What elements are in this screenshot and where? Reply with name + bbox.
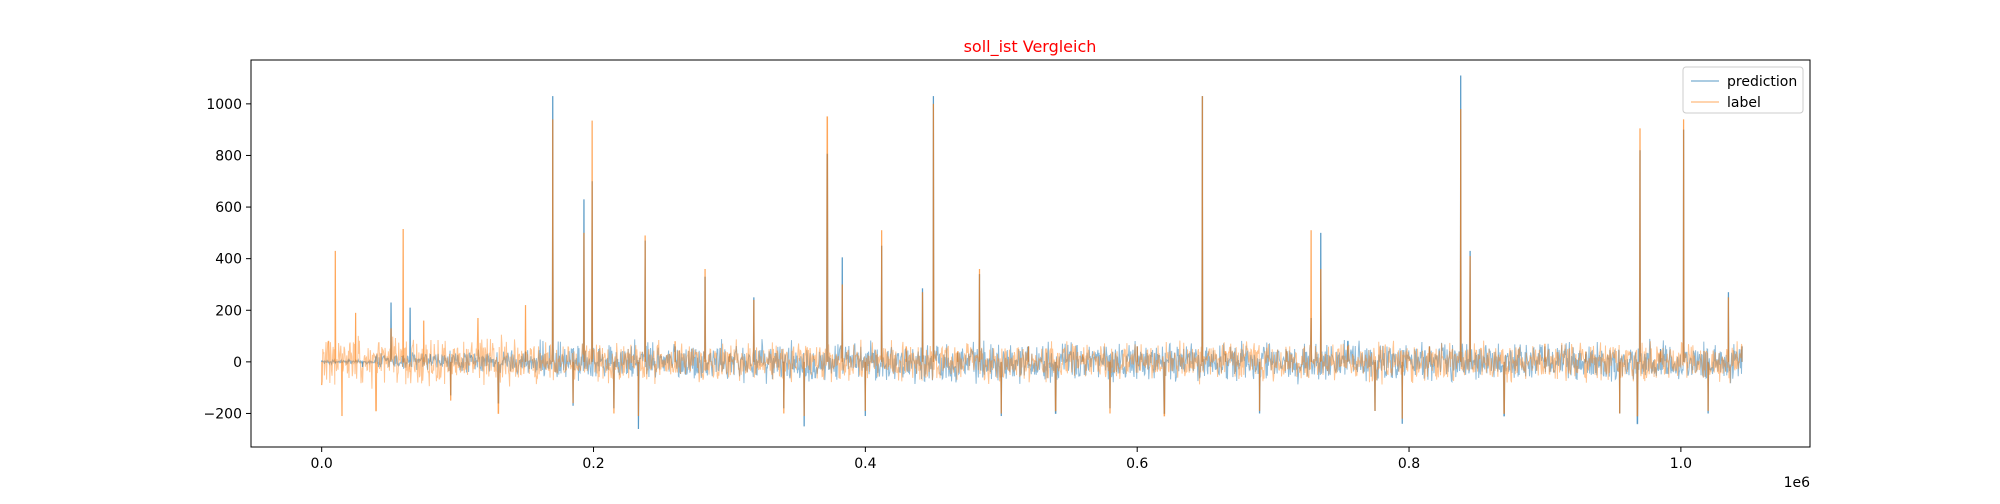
x-tick-label: 0.6 <box>1126 456 1148 472</box>
y-tick-label: 1000 <box>206 97 242 113</box>
y-tick-label: 0 <box>233 355 242 371</box>
axes-frame <box>250 59 1811 448</box>
x-tick-label: 0.0 <box>311 456 333 472</box>
x-tick-label: 0.2 <box>582 456 604 472</box>
y-tick-label: 400 <box>215 252 242 268</box>
legend: prediction label <box>1682 66 1804 114</box>
plot-area <box>321 75 1743 429</box>
y-tick-label: 800 <box>215 148 242 164</box>
x-tick-label: 1.0 <box>1670 456 1692 472</box>
legend-box <box>1682 66 1804 114</box>
chart-title: soll_ist Vergleich <box>964 37 1097 57</box>
x-tick-label: 0.8 <box>1398 456 1420 472</box>
legend-label-prediction: prediction <box>1727 74 1797 90</box>
legend-label-label: label <box>1727 95 1761 111</box>
axes: 0.0 0.2 0.4 0.6 0.8 1.0 −200 0 200 400 600 800 1000 <box>204 59 1811 472</box>
y-tick-label: 200 <box>215 303 242 319</box>
series-line-prediction <box>321 75 1743 429</box>
y-tick-label: −200 <box>204 406 242 422</box>
y-tick-label: 600 <box>215 200 242 216</box>
x-axis-offset-text: 1e6 <box>1784 475 1811 491</box>
series-line-label <box>321 96 1743 419</box>
x-tick-label: 0.4 <box>854 456 876 472</box>
